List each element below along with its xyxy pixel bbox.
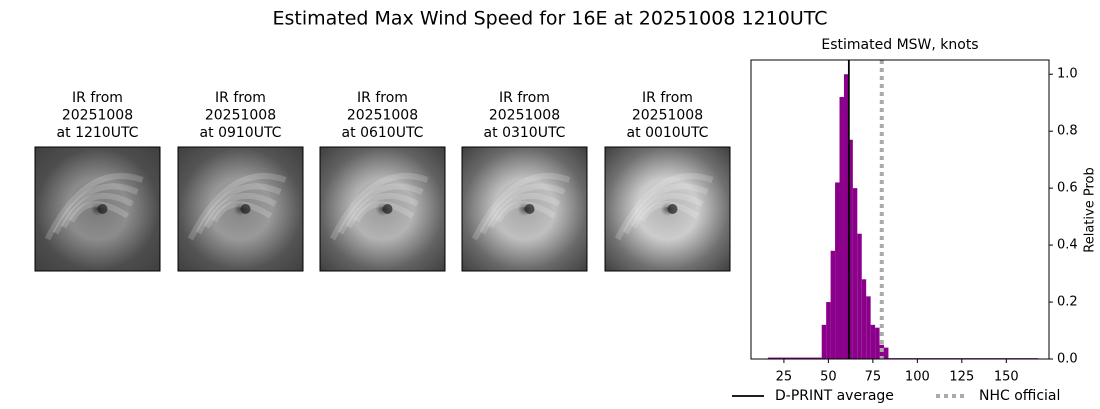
panel-label: 20251008 [347, 108, 418, 124]
eye [382, 204, 393, 214]
bar [870, 324, 876, 359]
panel-label: IR from [215, 90, 266, 106]
eye [97, 204, 108, 214]
panel-label: 20251008 [632, 108, 703, 124]
bar [767, 357, 822, 359]
x-tick-label: 75 [865, 370, 882, 385]
y-tick-label: 0.4 [1057, 238, 1078, 253]
panel-label: 20251008 [489, 108, 560, 124]
bar [839, 97, 844, 360]
cloud-band [495, 201, 557, 223]
panel-label: IR from [72, 90, 123, 106]
panel-label: at 0910UTC [200, 125, 282, 141]
y-tick-label: 0.2 [1057, 295, 1078, 310]
y-axis-label: Relative Prob [1083, 167, 1098, 252]
bar [857, 233, 862, 359]
bar [843, 74, 849, 359]
y-tick-label: 0.6 [1057, 181, 1078, 196]
cloud-band [329, 173, 429, 241]
bar [883, 347, 889, 359]
panel-label: at 1210UTC [57, 125, 139, 141]
bar [875, 327, 880, 359]
cloud-band [211, 201, 273, 223]
eye [524, 204, 535, 214]
chart-title: Estimated MSW, knots [821, 37, 978, 53]
bar [848, 139, 853, 359]
legend-label: D-PRINT average [775, 388, 894, 404]
cloud-band [187, 173, 287, 241]
panel-label: IR from [642, 90, 693, 106]
eye [240, 204, 251, 214]
bar [835, 182, 840, 359]
cloud-band [353, 201, 415, 223]
bar [866, 296, 871, 359]
cloud-band [479, 183, 566, 235]
panel-label: 20251008 [62, 108, 133, 124]
cloud-band [337, 183, 424, 235]
bar [821, 324, 827, 359]
plot-frame [750, 59, 1050, 360]
cloud-band [630, 192, 704, 229]
cloud-band [68, 201, 130, 223]
bar [852, 188, 858, 359]
cloud-band [487, 192, 561, 229]
cloud-band [195, 183, 282, 235]
bar [861, 279, 867, 359]
x-tick-label: 100 [905, 370, 930, 385]
cloud-band [614, 173, 714, 241]
cloud-band [52, 183, 139, 235]
panel-label: IR from [357, 90, 408, 106]
cloud-band [345, 192, 419, 229]
x-tick-label: 50 [820, 370, 837, 385]
y-tick-label: 1.0 [1057, 67, 1078, 82]
y-tick-label: 0.0 [1057, 352, 1078, 367]
cloud-band [203, 192, 277, 229]
y-tick-label: 0.8 [1057, 124, 1078, 139]
bar [826, 302, 831, 359]
cloud-band [60, 192, 134, 229]
cloud-band [638, 201, 700, 223]
x-tick-label: 25 [776, 370, 793, 385]
eye [667, 204, 678, 214]
figure-title: Estimated Max Wind Speed for 16E at 2025… [272, 8, 827, 30]
cloud-band [622, 183, 709, 235]
cloud-band [44, 173, 144, 241]
cloud-band [471, 173, 571, 241]
panel-label: at 0610UTC [342, 125, 424, 141]
panel-label: at 0010UTC [627, 125, 709, 141]
legend-label: NHC official [979, 388, 1060, 404]
panel-label: at 0310UTC [484, 125, 566, 141]
x-tick-label: 150 [994, 370, 1019, 385]
panel-label: 20251008 [205, 108, 276, 124]
x-tick-label: 125 [949, 370, 974, 385]
panel-label: IR from [499, 90, 550, 106]
bar [830, 250, 836, 359]
